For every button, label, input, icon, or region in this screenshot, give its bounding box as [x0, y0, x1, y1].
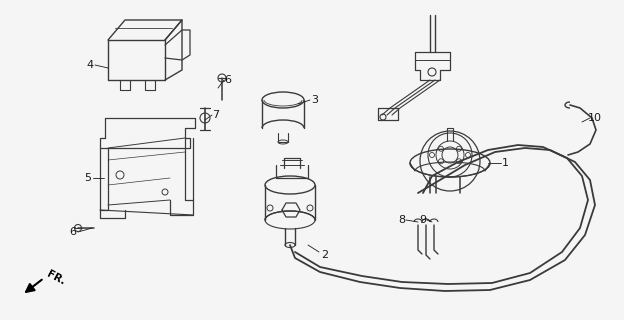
Text: 6: 6 — [225, 75, 232, 85]
Text: 5: 5 — [84, 173, 92, 183]
Text: 10: 10 — [588, 113, 602, 123]
Text: 8: 8 — [399, 215, 406, 225]
Text: 4: 4 — [87, 60, 94, 70]
Text: 2: 2 — [321, 250, 329, 260]
Text: 6: 6 — [69, 227, 77, 237]
Text: FR.: FR. — [45, 269, 67, 287]
Text: 1: 1 — [502, 158, 509, 168]
Text: 9: 9 — [419, 215, 427, 225]
Text: 7: 7 — [212, 110, 220, 120]
Text: 3: 3 — [311, 95, 318, 105]
